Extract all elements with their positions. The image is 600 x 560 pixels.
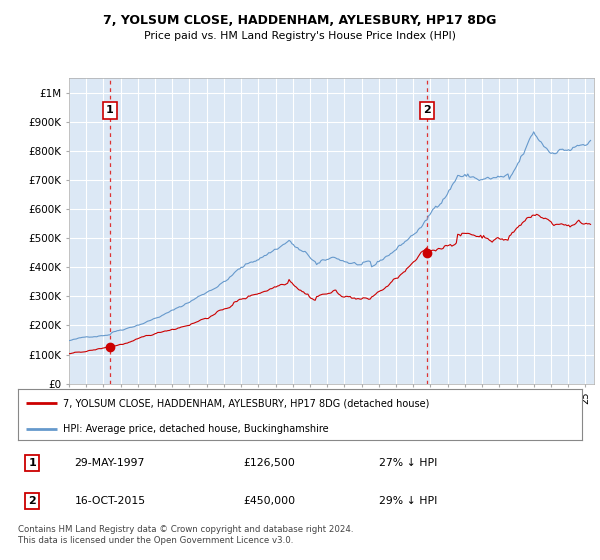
Text: 16-OCT-2015: 16-OCT-2015 — [74, 496, 146, 506]
Text: 29% ↓ HPI: 29% ↓ HPI — [379, 496, 437, 506]
Text: £450,000: £450,000 — [244, 496, 296, 506]
Text: 27% ↓ HPI: 27% ↓ HPI — [379, 458, 437, 468]
Text: 2: 2 — [423, 105, 431, 115]
Text: 1: 1 — [28, 458, 36, 468]
Text: 29-MAY-1997: 29-MAY-1997 — [74, 458, 145, 468]
Text: 7, YOLSUM CLOSE, HADDENHAM, AYLESBURY, HP17 8DG: 7, YOLSUM CLOSE, HADDENHAM, AYLESBURY, H… — [103, 14, 497, 27]
Text: 7, YOLSUM CLOSE, HADDENHAM, AYLESBURY, HP17 8DG (detached house): 7, YOLSUM CLOSE, HADDENHAM, AYLESBURY, H… — [63, 398, 430, 408]
Text: HPI: Average price, detached house, Buckinghamshire: HPI: Average price, detached house, Buck… — [63, 423, 329, 433]
Text: Price paid vs. HM Land Registry's House Price Index (HPI): Price paid vs. HM Land Registry's House … — [144, 31, 456, 41]
Text: Contains HM Land Registry data © Crown copyright and database right 2024.
This d: Contains HM Land Registry data © Crown c… — [18, 525, 353, 545]
Text: 1: 1 — [106, 105, 114, 115]
Text: 2: 2 — [28, 496, 36, 506]
Text: £126,500: £126,500 — [244, 458, 295, 468]
